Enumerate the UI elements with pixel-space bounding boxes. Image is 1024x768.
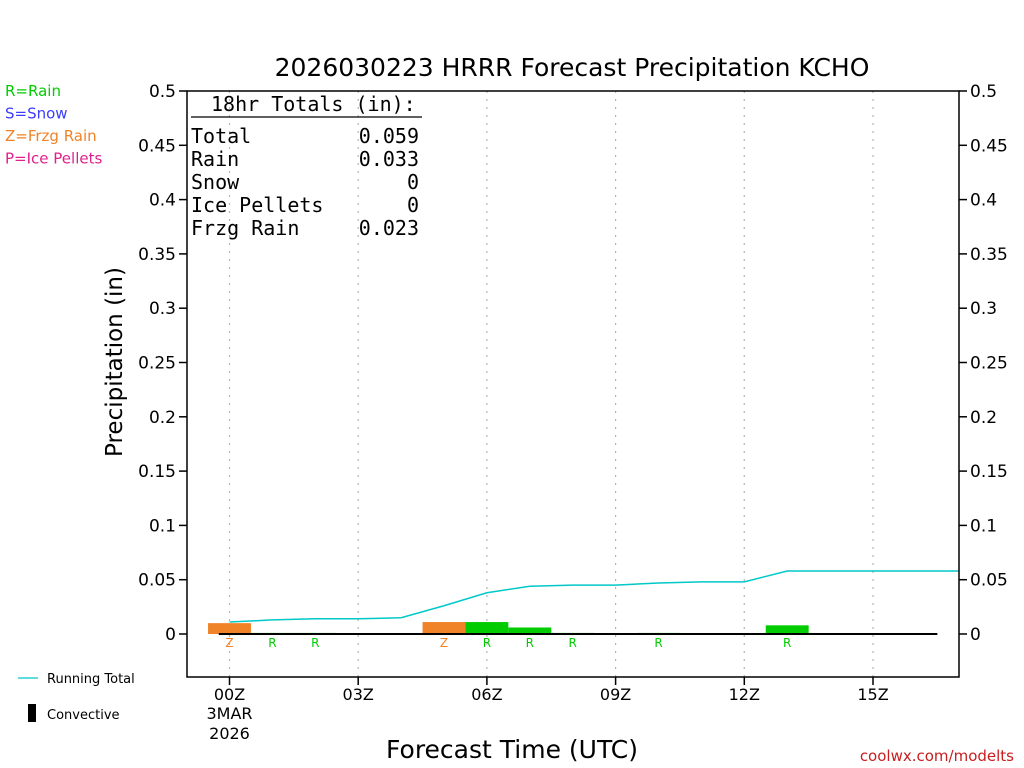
running-total-group	[229, 570, 959, 623]
y-tick-label-right: 0.15	[970, 462, 1008, 482]
y-tick-label-left: 0.15	[138, 462, 176, 482]
bar-type-label: Z	[225, 636, 233, 650]
bar-type-label: R	[268, 636, 276, 650]
y-axis-label: Precipitation (in)	[102, 267, 128, 457]
precip-bar	[765, 625, 809, 634]
y-tick-label-left: 0.3	[149, 299, 176, 319]
precip-type-legend: R=Rain S=Snow Z=Frzg Rain P=Ice Pellets	[5, 82, 102, 168]
legend-type-S: S=Snow	[5, 105, 68, 123]
y-tick-label-right: 0.2	[970, 408, 997, 428]
x-tick-label: 15Z	[857, 685, 888, 704]
y-tick-label-left: 0.05	[138, 571, 176, 591]
y-tick-label-left: 0.4	[149, 191, 176, 211]
totals-box: 18hr Totals (in): Total 0.059 Rain 0.033 Snow…	[191, 92, 422, 240]
x-tick-label: 12Z	[729, 685, 760, 704]
totals-row-value: 0.033	[359, 147, 419, 171]
y-tick-label-right: 0.35	[970, 245, 1008, 265]
site-credit: coolwx.com/modelts	[860, 747, 1014, 765]
y-tick-label-right: 0.45	[970, 136, 1008, 156]
x-tick-year: 2026	[209, 724, 250, 743]
y-tick-label-left: 0.45	[138, 136, 176, 156]
precip-bar	[422, 622, 466, 634]
y-tick-label-right: 0.25	[970, 354, 1008, 374]
totals-row-value: 0.059	[359, 124, 419, 148]
totals-row-label: Total	[191, 124, 251, 148]
convective-legend-label: Convective	[47, 708, 120, 723]
bar-type-label: R	[311, 636, 319, 650]
running-total-line	[229, 570, 959, 623]
x-axis-label: Forecast Time (UTC)	[386, 735, 638, 764]
totals-row-value: 0.023	[359, 216, 419, 240]
y-tick-label-right: 0.4	[970, 191, 997, 211]
running-total-legend-label: Running Total	[47, 672, 135, 687]
bar-type-label: R	[654, 636, 662, 650]
bar-type-label: R	[569, 636, 577, 650]
chart-title: 2026030223 HRRR Forecast Precipitation K…	[275, 53, 870, 82]
plot-frame	[186, 90, 960, 678]
x-tick-date: 3MAR	[206, 704, 252, 723]
x-tick-label: 06Z	[471, 685, 502, 704]
y-tick-label-left: 0.25	[138, 354, 176, 374]
y-tick-label-right: 0	[970, 625, 981, 645]
totals-row-value: 0	[407, 170, 419, 194]
y-tick-label-right: 0.5	[970, 82, 997, 102]
y-tick-label-left: 0.35	[138, 245, 176, 265]
x-tick-label: 09Z	[600, 685, 631, 704]
precip-bar	[508, 627, 552, 634]
left-y-axis: 0 0.05 0.1 0.15 0.2 0.25 0.3 0.35 0.4 0.45 0.5	[138, 82, 187, 645]
totals-row-label: Frzg Rain	[191, 216, 299, 240]
y-tick-label-left: 0.5	[149, 82, 176, 102]
y-tick-label-right: 0.3	[970, 299, 997, 319]
totals-row-label: Rain	[191, 147, 239, 171]
legend-type-Z: Z=Frzg Rain	[5, 127, 97, 145]
bar-type-label: R	[483, 636, 491, 650]
x-tick-label: 03Z	[343, 685, 374, 704]
totals-row-label: Snow	[191, 170, 240, 194]
bar-type-label: Z	[440, 636, 448, 650]
legend-type-P: P=Ice Pellets	[5, 150, 102, 168]
y-tick-label-left: 0.2	[149, 408, 176, 428]
convective-legend-swatch	[28, 704, 36, 722]
right-y-axis: 0 0.05 0.1 0.15 0.2 0.25 0.3 0.35 0.4 0.45 0.5	[959, 82, 1008, 645]
legend-type-R: R=Rain	[5, 82, 61, 100]
hourly-bars	[208, 622, 809, 634]
totals-row-label: Ice Pellets	[191, 193, 323, 217]
totals-header: 18hr Totals (in):	[211, 92, 416, 116]
bar-type-label: R	[783, 636, 791, 650]
precip-bar	[208, 623, 251, 634]
y-tick-label-right: 0.1	[970, 516, 997, 536]
y-tick-label-left: 0.1	[149, 516, 176, 536]
precip-bar	[465, 622, 509, 634]
bar-type-label: R	[526, 636, 534, 650]
y-tick-label-left: 0	[165, 625, 176, 645]
y-tick-label-right: 0.05	[970, 571, 1008, 591]
vertical-gridlines	[228, 91, 874, 677]
totals-row-value: 0	[407, 193, 419, 217]
x-tick-label: 00Z	[214, 685, 245, 704]
